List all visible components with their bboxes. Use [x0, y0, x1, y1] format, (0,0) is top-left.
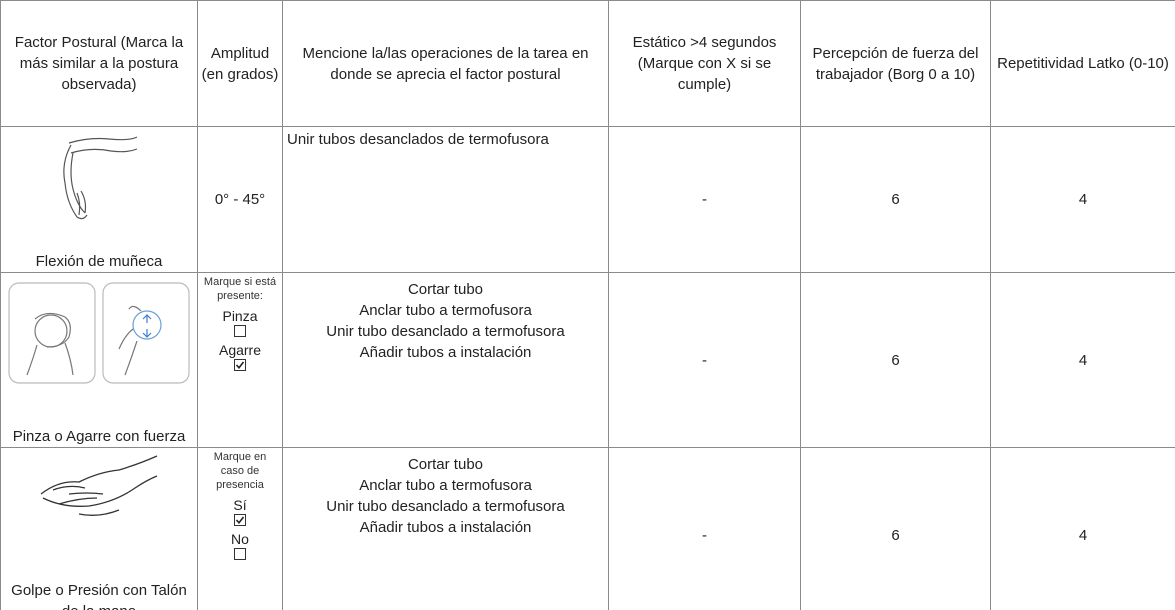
static-value: - [702, 526, 707, 544]
option-label: Agarre [218, 342, 262, 358]
repetition-cell: 4 [990, 126, 1175, 273]
header-cell: Estático >4 segundos (Marque con X si se… [608, 0, 801, 127]
amplitude-cell: 0° - 45° [197, 126, 283, 273]
operation: Unir tubo desanclado a termofusora [326, 323, 565, 340]
force-value: 6 [891, 191, 900, 208]
factor-cell: Flexión de muñeca [0, 126, 198, 273]
header-cell: Repetitividad Latko (0-10) [990, 0, 1175, 127]
checkbox [234, 548, 246, 560]
checkbox [234, 514, 246, 526]
factor-label: Flexión de muñeca [35, 253, 163, 270]
factor-label: Pinza o Agarre con fuerza [12, 428, 186, 445]
header-cell: Factor Postural (Marca la más similar a … [0, 0, 198, 127]
wrist-flexion-icon [63, 136, 138, 220]
static-cell: - [608, 126, 801, 273]
palm-strike-icon [40, 455, 158, 516]
static-cell: - [608, 447, 801, 610]
repetition-value: 4 [1078, 526, 1088, 544]
operation: Anclar tubo a termofusora [359, 302, 532, 319]
operation: Unir tubo desanclado a termofusora [326, 498, 565, 515]
amplitude-cell: Marque si está presente: Pinza Agarre [197, 272, 283, 448]
repetition-value: 4 [1078, 191, 1088, 208]
factor-box: Flexión de muñeca [4, 128, 194, 272]
operation: Cortar tubo [407, 281, 484, 298]
option-label: Pinza [222, 308, 258, 324]
amplitude-cell: Marque en caso de presencia Sí No [197, 447, 283, 610]
factor-box: Pinza o Agarre con fuerza [4, 274, 194, 447]
force-cell: 6 [800, 272, 991, 448]
repetition-cell: 4 [990, 447, 1175, 610]
force-cell: 6 [800, 126, 991, 273]
header-cell: Percepción de fuerza del trabajador (Bor… [800, 0, 991, 127]
header-row: Factor Postural (Marca la más similar a … [0, 0, 1175, 127]
factor-cell: Pinza o Agarre con fuerza [0, 272, 198, 448]
table-row: Pinza o Agarre con fuerza Marque si está … [0, 272, 1175, 448]
pinch-grip-icon [7, 282, 190, 384]
header-cell: Amplitud (en grados) [197, 0, 283, 127]
factor-box: Golpe o Presión con Talón de la mano [4, 449, 194, 610]
option-label: Sí [233, 497, 247, 513]
option-label: No [231, 531, 249, 547]
table-row: Flexión de muñeca 0° - 45° Unir tubos desa… [0, 126, 1175, 273]
static-cell: - [608, 272, 801, 448]
operation: Anclar tubo a termofusora [359, 477, 532, 494]
operation: Unir tubos desanclados de termofusora [287, 131, 549, 148]
force-cell: 6 [800, 447, 991, 610]
operations-cell: Unir tubos desanclados de termofusora [282, 126, 609, 273]
repetition-cell: 4 [990, 272, 1175, 448]
header-cell: Mencione la/las operaciones de la tarea … [282, 0, 609, 127]
static-value: - [702, 191, 707, 208]
checkbox [234, 359, 246, 371]
static-value: - [702, 351, 707, 369]
operation: Cortar tubo [407, 456, 484, 473]
operation: Añadir tubos a instalación [359, 519, 532, 536]
table-row: Golpe o Presión con Talón de la mano Marq… [0, 447, 1175, 610]
amplitude-prompt: Marque en caso de presencia [213, 451, 267, 491]
factor-cell: Golpe o Presión con Talón de la mano [0, 447, 198, 610]
amplitude-prompt: Marque si está presente: [203, 276, 277, 302]
checkbox [234, 325, 246, 337]
factor-label: Golpe o Presión con Talón de la mano [11, 582, 187, 610]
amplitude-text: 0° - 45° [214, 191, 266, 208]
force-value: 6 [891, 526, 900, 544]
operations-cell: Cortar tubo Anclar tubo a termofusora Unir… [282, 447, 609, 610]
operations-cell: Cortar tubo Anclar tubo a termofusora Unir… [282, 272, 609, 448]
force-value: 6 [891, 351, 900, 369]
operation: Añadir tubos a instalación [359, 344, 532, 361]
repetition-value: 4 [1078, 351, 1088, 369]
